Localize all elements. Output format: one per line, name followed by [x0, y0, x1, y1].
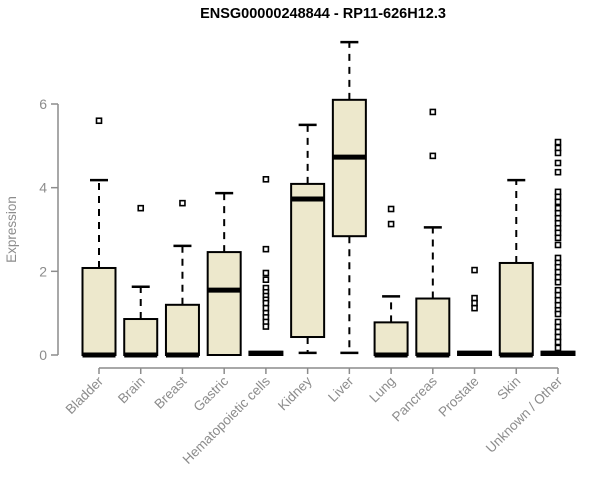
outlier-point [471, 304, 478, 312]
x-tick-label-gastric: Gastric [190, 373, 231, 414]
boxplot-group-unknown-other [540, 138, 576, 356]
x-tick-label-skin: Skin [494, 374, 523, 403]
outlier-point [262, 176, 270, 183]
x-tick-label-pancreas: Pancreas [389, 373, 440, 424]
x-tick-label-kidney: Kidney [275, 373, 315, 413]
y-axis-title: Expression [4, 196, 19, 263]
outlier-point [554, 241, 562, 249]
box-iqr [373, 321, 409, 356]
outlier-point [95, 117, 103, 125]
outlier-point [471, 266, 478, 274]
boxplot-group-liver [331, 40, 367, 355]
boxplot-group-brain [123, 204, 159, 358]
boxplot-group-pancreas [415, 108, 451, 358]
boxplot-group-lung [373, 205, 409, 358]
x-tick-label-breast: Breast [151, 373, 189, 411]
outlier-point [554, 149, 562, 157]
outlier-point [262, 245, 270, 253]
boxplot-group-skin [498, 178, 534, 358]
outlier-point [262, 269, 270, 277]
y-tick-label: 0 [39, 347, 47, 363]
box-iqr [164, 303, 200, 356]
outlier-point [429, 152, 437, 160]
boxplot-group-kidney [290, 123, 326, 355]
outlier-point [179, 199, 186, 207]
chart-title: ENSG00000248844 - RP11-626H12.3 [200, 6, 446, 22]
x-tick-label-bladder: Bladder [63, 373, 107, 417]
box-iqr [123, 318, 159, 357]
x-tick-label-liver: Liver [325, 373, 357, 405]
y-tick-label: 4 [39, 180, 47, 196]
outlier-point [554, 159, 562, 167]
box-iqr [331, 98, 367, 238]
boxplot-group-hematopoietic-cells [248, 176, 284, 356]
outlier-point [387, 220, 395, 228]
box-iqr [415, 297, 451, 356]
box-iqr [498, 261, 534, 357]
x-tick-label-prostate: Prostate [436, 374, 482, 420]
outlier-point [554, 234, 562, 242]
outlier-point [262, 276, 270, 284]
x-tick-label-unknown-other: Unknown / Other [483, 373, 566, 456]
y-axis: 0 2 4 6 Expression [4, 96, 59, 363]
y-tick-label: 2 [39, 263, 47, 279]
x-tick-label-lung: Lung [366, 374, 398, 406]
outlier-point [429, 108, 437, 116]
outlier-point [137, 204, 145, 212]
boxplot-group-gastric [206, 191, 242, 356]
box-iqr [81, 266, 117, 356]
outlier-point [554, 310, 562, 318]
boxplot-group-prostate [457, 266, 493, 356]
y-tick-label: 6 [39, 96, 47, 112]
x-tick-label-brain: Brain [115, 374, 148, 407]
outlier-point [554, 138, 562, 146]
outlier-point [554, 344, 562, 352]
box-iqr [290, 182, 326, 339]
outlier-point [554, 338, 562, 346]
outlier-point [554, 198, 562, 206]
outlier-point [554, 278, 562, 286]
outlier-point [262, 323, 270, 330]
outlier-point [387, 205, 395, 213]
outlier-point [554, 168, 562, 176]
boxplot-group-bladder [81, 117, 117, 358]
boxplot-group-breast [164, 199, 200, 358]
box-iqr [206, 251, 242, 356]
